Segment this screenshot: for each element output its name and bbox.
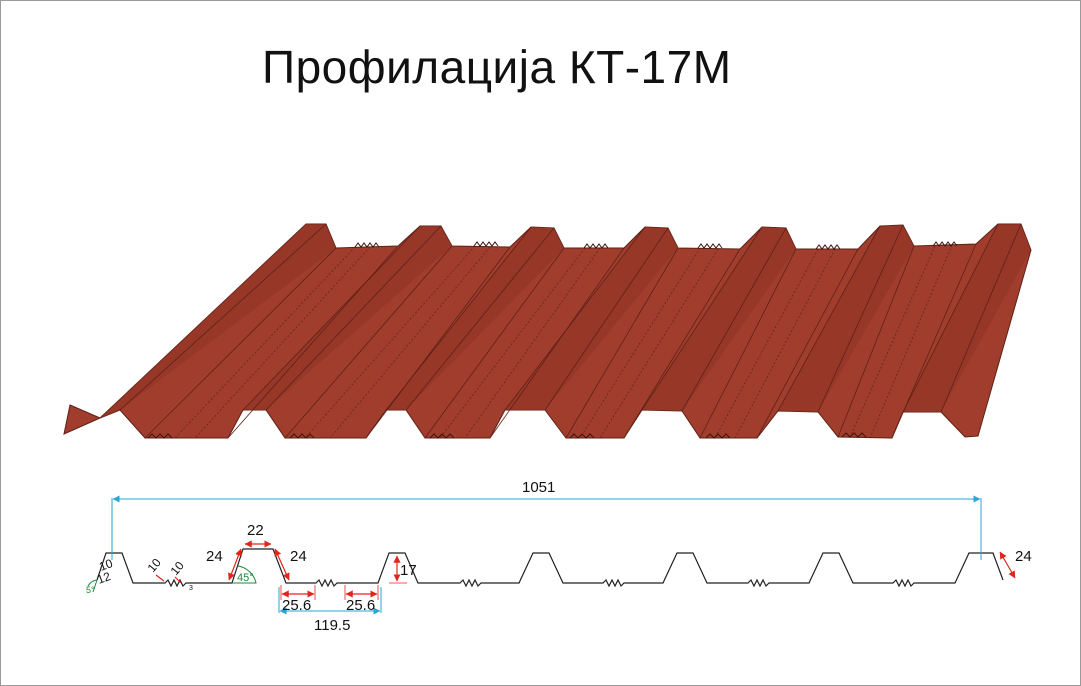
cross-section-profile <box>96 548 1004 588</box>
angle-markers <box>87 565 257 593</box>
profile-line <box>96 548 1004 588</box>
height-label: 17 <box>400 562 417 579</box>
pitch-dimension: 119.5 <box>278 587 382 634</box>
crest-face <box>778 225 914 412</box>
page-title: Профилација КТ-17М <box>262 41 732 93</box>
web-right-label: 24 <box>290 548 307 565</box>
roof-sheet-3d <box>63 223 1032 439</box>
total-width-label: 1051 <box>522 479 555 496</box>
stiffener-depth-label: 3 <box>189 585 193 592</box>
total-width-dimension: 1051 <box>111 479 982 560</box>
web-left-label: 24 <box>206 548 223 565</box>
detail-dimensions <box>155 540 1016 600</box>
crest-face <box>642 227 796 411</box>
stiffener-b-label: 10 <box>168 558 188 577</box>
edge-angle-label: 5° <box>86 585 95 595</box>
lip-a-label: 10 <box>97 556 115 574</box>
lip-b-label: 12 <box>95 569 113 587</box>
valley-b-label: 25.6 <box>346 597 375 614</box>
edge-web-label: 24 <box>1015 548 1032 565</box>
crest-face <box>903 224 1031 412</box>
crest-face <box>505 227 678 410</box>
pitch-label: 119.5 <box>314 617 350 634</box>
valley-a-label: 25.6 <box>282 597 311 614</box>
crest-top-label: 22 <box>247 522 264 539</box>
web-angle-label: 45° <box>237 572 254 584</box>
crest-face <box>243 226 452 410</box>
stiffener-a-label: 10 <box>145 555 165 574</box>
crest-face <box>386 227 564 410</box>
